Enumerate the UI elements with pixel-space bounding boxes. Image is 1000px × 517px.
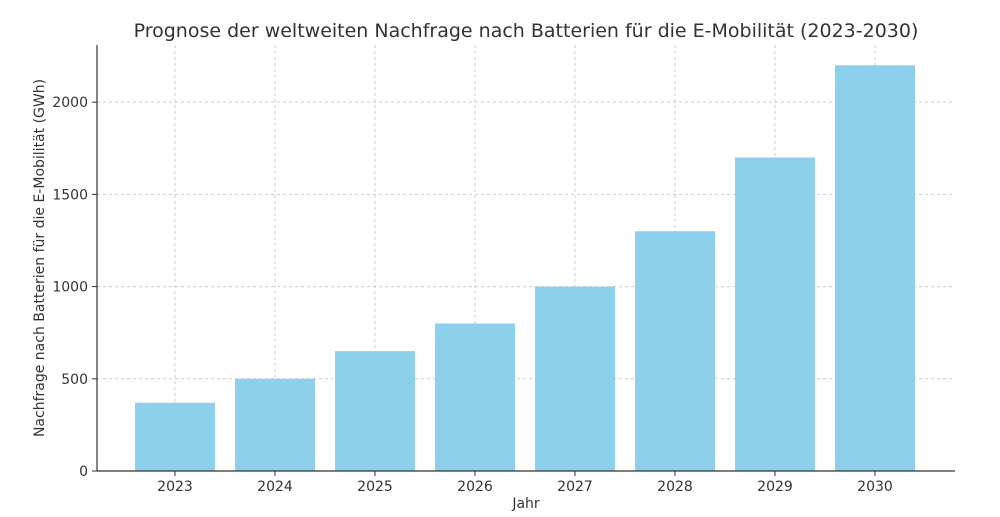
grid (97, 45, 955, 472)
bar-2023 (135, 402, 215, 471)
x-tick-label: 2025 (357, 479, 393, 495)
axes (92, 45, 955, 476)
bars (135, 65, 915, 472)
x-tick-label: 2029 (757, 479, 793, 495)
y-tick-label: 2000 (52, 95, 88, 111)
bar-2030 (835, 65, 915, 472)
y-tick-label: 0 (79, 464, 88, 480)
x-tick-label: 2028 (657, 479, 693, 495)
bar-2027 (535, 286, 615, 471)
x-tick-label: 2027 (557, 479, 593, 495)
bar-2024 (235, 378, 315, 471)
y-tick-label: 1500 (52, 187, 88, 203)
bar-2028 (635, 231, 715, 471)
bar-2025 (335, 351, 415, 471)
bar-2029 (735, 157, 815, 471)
x-tick-labels: 2023 2024 2025 2026 2027 2028 2029 2030 (157, 479, 893, 495)
x-tick-label: 2026 (457, 479, 493, 495)
bar-2026 (435, 323, 515, 471)
x-tick-label: 2030 (857, 479, 893, 495)
y-axis-label: Nachfrage nach Batterien für die E-Mobil… (32, 79, 48, 437)
chart-title: Prognose der weltweiten Nachfrage nach B… (134, 20, 919, 42)
x-tick-label: 2023 (157, 479, 193, 495)
y-tick-labels: 0 500 1000 1500 2000 (52, 95, 88, 480)
x-axis-label: Jahr (511, 496, 540, 512)
y-tick-label: 1000 (52, 280, 88, 296)
x-tick-label: 2024 (257, 479, 293, 495)
y-tick-label: 500 (61, 372, 88, 388)
